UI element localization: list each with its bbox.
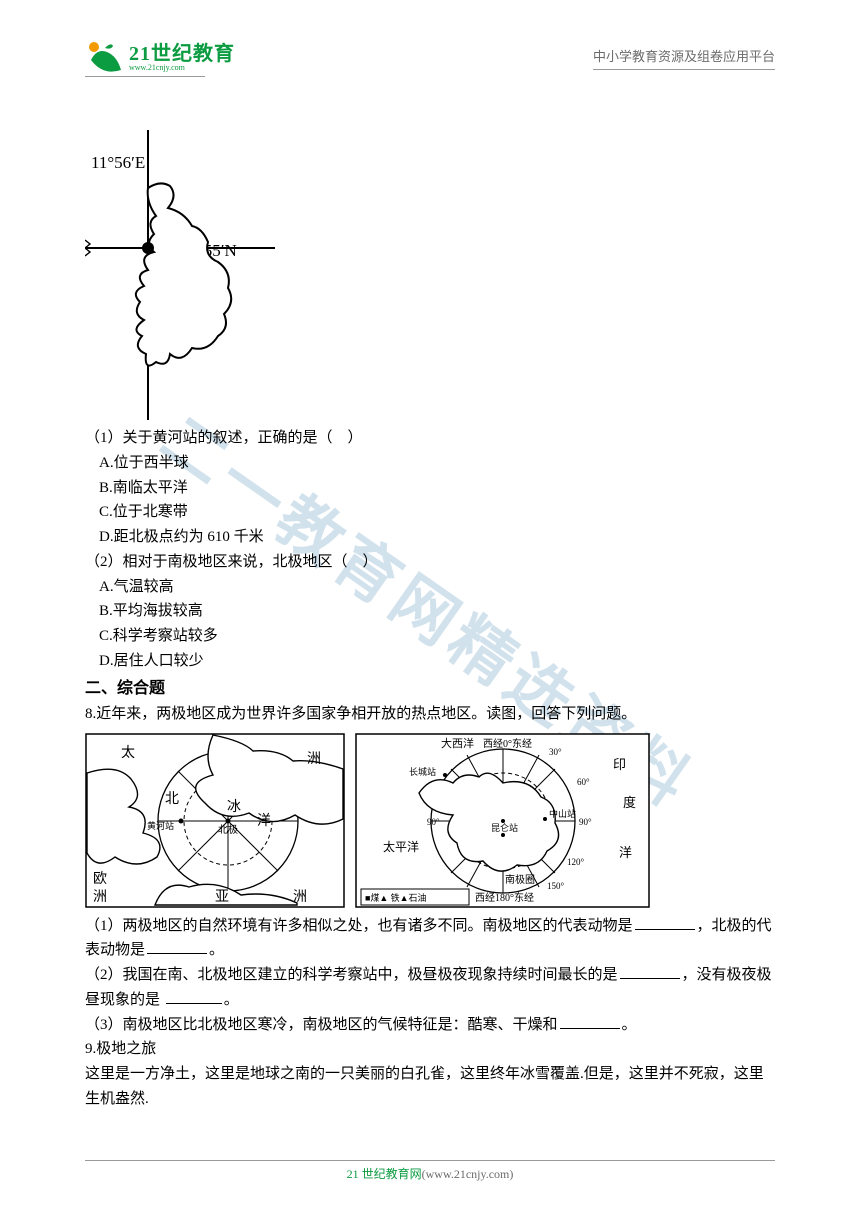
q8-part1: （1）两极地区的自然环境有许多相似之处，也有诸多不同。南极地区的代表动物是，北极… (85, 914, 775, 964)
arctic-label-europe: 欧 (93, 871, 107, 887)
arctic-label-zhou3: 洲 (93, 890, 107, 905)
ant-label-zs: 中山站 (549, 808, 576, 819)
ant-lon90w: 90° (427, 817, 440, 827)
ant-lon90: 90° (579, 817, 592, 827)
figure-longitude-label: 11°56′E (91, 153, 145, 172)
arctic-label-npole: 北极 (218, 823, 238, 836)
ant-legend: ■煤▲ 铁▲石油 (365, 892, 427, 903)
blank-q8-2b[interactable] (166, 989, 222, 1004)
q1-option-b: B.南临太平洋 (99, 476, 775, 501)
q1-stem: （1）关于黄河站的叙述，正确的是（ ） (85, 426, 775, 451)
q2-option-d: D.居住人口较少 (99, 649, 775, 674)
ant-label-pacific: 太平洋 (383, 839, 419, 854)
page-footer: 21 世纪教育网(www.21cnjy.com) (0, 1165, 860, 1182)
q9-title: 9.极地之旅 (85, 1037, 775, 1062)
ant-lon120: 120° (567, 857, 585, 867)
q1-option-a: A.位于西半球 (99, 451, 775, 476)
ant-label-ind2: 度 (623, 795, 636, 810)
arctic-label-ocean2: 洋 (257, 813, 271, 829)
blank-q8-2a[interactable] (620, 964, 680, 979)
figure-arctic: 北 冰 洋 北极 黄河站 亚 洲 洲 欧 洲 太 (85, 733, 345, 908)
q1-option-c: C.位于北寒带 (99, 500, 775, 525)
q2-option-a: A.气温较高 (99, 575, 775, 600)
figure-huanghe-station: 11°56′E 78°55′N (85, 130, 775, 420)
arctic-label-station: 黄河站 (147, 820, 174, 831)
ant-label-ind3: 洋 (619, 845, 632, 860)
arctic-label-pac: 太 (121, 745, 135, 761)
logo-main-text: 21世纪教育 (129, 44, 235, 64)
ant-lon60: 60° (577, 777, 590, 787)
arctic-label-zhou1: 洲 (293, 890, 307, 905)
footer-brand: 21 世纪教育网 (347, 1167, 422, 1181)
q1-option-d: D.距北极点约为 610 千米 (99, 525, 775, 550)
figure-antarctic: 大西洋 西经0°东经 长城站 昆仑站 中山站 太平洋 印 度 洋 南极圈 西经1… (355, 733, 650, 908)
logo-sub-text: www.21cnjy.com (129, 64, 235, 72)
q8-p2-c: 。 (224, 992, 239, 1008)
q8-intro: 8.近年来，两极地区成为世界许多国家争相开放的热点地区。读图，回答下列问题。 (85, 702, 775, 727)
ant-label-circle: 南极圈 (505, 873, 535, 886)
q8-p3-b: 。 (622, 1017, 637, 1033)
logo-text: 21世纪教育 www.21cnjy.com (129, 44, 235, 72)
arctic-label-ocean1: 冰 (227, 799, 241, 815)
arctic-label-asia: 亚 (215, 890, 229, 905)
blank-q8-1a[interactable] (635, 915, 695, 930)
footer-url: (www.21cnjy.com) (422, 1167, 514, 1181)
site-logo: 21世纪教育 www.21cnjy.com (85, 40, 235, 76)
arctic-label-zhou2: 洲 (307, 752, 321, 767)
ant-lon30: 30° (549, 747, 562, 757)
logo-icon (85, 40, 125, 76)
blank-q8-3[interactable] (560, 1014, 620, 1029)
page-header: 21世纪教育 www.21cnjy.com 中小学教育资源及组卷应用平台 (0, 30, 860, 86)
ant-label-kl: 昆仑站 (491, 822, 518, 833)
content-area: 11°56′E 78°55′N （1）关于黄河站的叙述，正确的是（ ） A.位于… (85, 120, 775, 1112)
section-2-heading: 二、综合题 (85, 676, 775, 702)
q2-option-c: C.科学考察站较多 (99, 624, 775, 649)
ant-label-atlantic: 大西洋 (441, 736, 474, 750)
ant-lon150: 150° (547, 881, 565, 891)
q8-part2: （2）我国在南、北极地区建立的科学考察站中，极昼极夜现象持续时间最长的是，没有极… (85, 963, 775, 1013)
q2-option-b: B.平均海拔较高 (99, 599, 775, 624)
ant-label-w0e: 西经0°东经 (483, 737, 532, 750)
footer-rule (85, 1160, 775, 1161)
ant-label-bottom: 西经180°东经 (475, 891, 534, 904)
q9-body: 这里是一方净土，这里是地球之南的一只美丽的白孔雀，这里终年冰雪覆盖.但是，这里并… (85, 1062, 775, 1112)
polar-maps-row: 北 冰 洋 北极 黄河站 亚 洲 洲 欧 洲 太 (85, 733, 775, 908)
q8-p3-a: （3）南极地区比北极地区寒冷，南极地区的气候特征是：酷寒、干燥和 (85, 1017, 558, 1033)
blank-q8-1b[interactable] (147, 939, 207, 954)
arctic-label-north: 北 (165, 791, 179, 807)
q2-stem: （2）相对于南极地区来说，北极地区（ ） (85, 550, 775, 575)
ant-label-ind1: 印 (613, 757, 626, 772)
q8-p1-a: （1）两极地区的自然环境有许多相似之处，也有诸多不同。南极地区的代表动物是 (85, 918, 633, 934)
header-rule (85, 76, 205, 77)
header-right-text: 中小学教育资源及组卷应用平台 (593, 46, 775, 70)
q8-part3: （3）南极地区比北极地区寒冷，南极地区的气候特征是：酷寒、干燥和 。 (85, 1013, 775, 1038)
q8-p1-c: 。 (209, 942, 224, 958)
q8-p2-a: （2）我国在南、北极地区建立的科学考察站中，极昼极夜现象持续时间最长的是 (85, 967, 618, 983)
ant-label-cc: 长城站 (409, 766, 436, 777)
